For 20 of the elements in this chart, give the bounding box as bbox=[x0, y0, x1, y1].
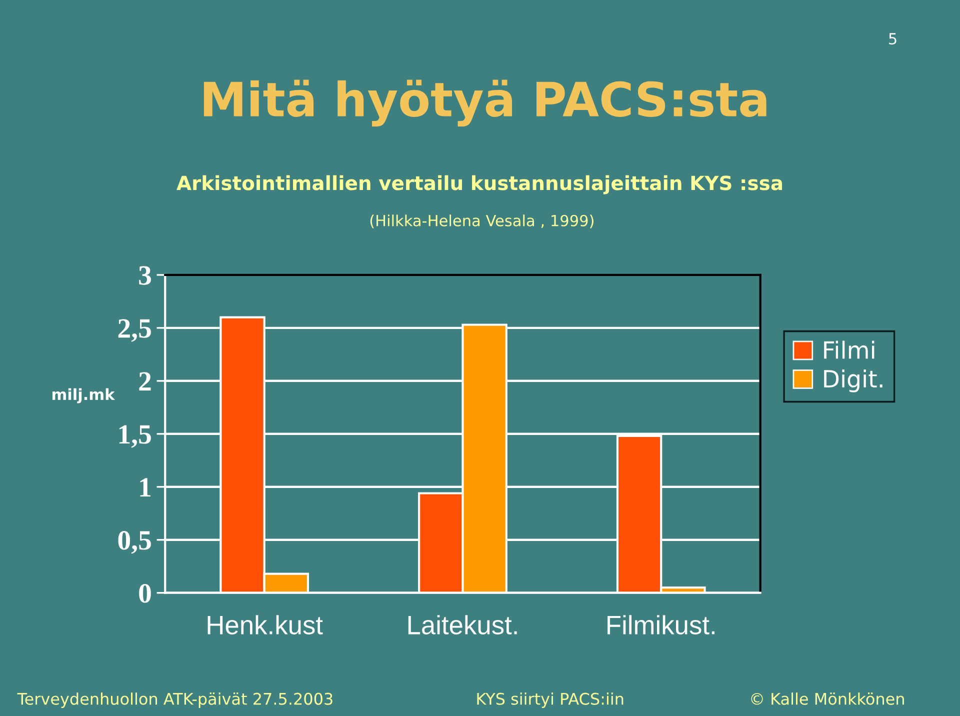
chart-subtitle: Arkistointimallien vertailu kustannuslajeittain KYS :ssa bbox=[176, 175, 782, 194]
x-tick-label: Filmikust. bbox=[608, 615, 714, 634]
legend-label: Digit. bbox=[824, 369, 882, 392]
y-tick-label: 0,5 bbox=[118, 531, 151, 554]
y-tick-label: 1 bbox=[140, 478, 150, 497]
y-tick-label: 1,5 bbox=[119, 425, 151, 448]
x-tick-label: Laitekust. bbox=[408, 615, 517, 634]
text: © Kalle Mönkkönen bbox=[751, 692, 904, 705]
text: Terveydenhuollon ATK-päivät 27.5.2003 bbox=[17, 692, 332, 708]
y-axis-title: milj.mk bbox=[52, 388, 116, 404]
text: (Hilkka-Helena Vesala , 1999) bbox=[370, 214, 594, 228]
legend-label: Filmi bbox=[824, 340, 874, 359]
text: 5 bbox=[889, 33, 896, 45]
y-tick-label: 3 bbox=[139, 266, 151, 285]
text: KYS siirtyi PACS:iin bbox=[477, 692, 624, 708]
x-tick-label: Henk.kust bbox=[208, 615, 323, 634]
chart-title: Mitä hyötyä PACS:sta bbox=[204, 80, 766, 126]
y-tick-label: 0 bbox=[139, 584, 151, 603]
y-tick-label: 2 bbox=[139, 372, 151, 391]
y-tick-label: 2,5 bbox=[118, 319, 151, 342]
